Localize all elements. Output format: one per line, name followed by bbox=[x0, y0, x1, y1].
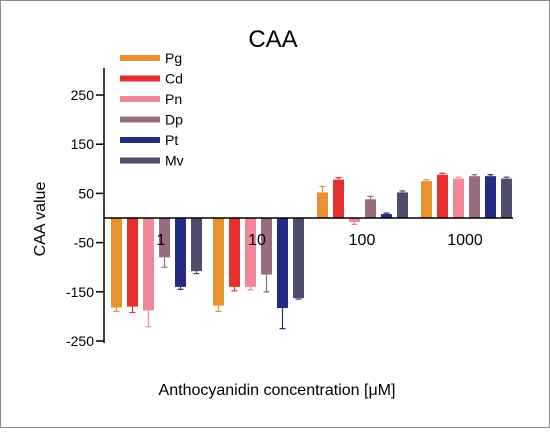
bar-Pt-1 bbox=[175, 218, 186, 287]
bar-Cd-100 bbox=[333, 179, 344, 218]
y-tick-label-0: 250 bbox=[71, 87, 95, 103]
bar-Dp-1000 bbox=[469, 176, 480, 218]
bar-Pn-100 bbox=[349, 218, 360, 222]
legend: Pg Cd Pn Dp Pt Mv bbox=[120, 50, 184, 169]
legend-label-Pn: Pn bbox=[165, 91, 182, 107]
legend-swatch-Dp bbox=[120, 116, 160, 123]
legend-swatch-Mv bbox=[120, 157, 160, 164]
bar-Pn-1 bbox=[143, 218, 154, 311]
y-tick-label-2: 50 bbox=[78, 185, 94, 201]
bar-Pt-1000 bbox=[485, 176, 496, 218]
bar-Dp-1 bbox=[159, 218, 170, 258]
bar-Pt-10 bbox=[277, 218, 288, 309]
legend-label-Pg: Pg bbox=[165, 50, 182, 66]
y-tick-label-1: 150 bbox=[71, 136, 95, 152]
bar-Pg-100 bbox=[317, 192, 328, 218]
bar-Pn-10 bbox=[245, 218, 256, 287]
plot-area: 250 150 50 -50 -150 -250 1 10 100 1000 bbox=[66, 68, 513, 349]
x-tick-label-100: 100 bbox=[349, 232, 376, 249]
legend-swatch-Cd bbox=[120, 75, 160, 82]
y-tick-label-4: -150 bbox=[66, 284, 94, 300]
y-axis-label: CAA value bbox=[32, 182, 49, 257]
bar-Mv-10 bbox=[293, 218, 304, 299]
bar-Pg-1 bbox=[111, 218, 122, 308]
bar-Cd-10 bbox=[229, 218, 240, 287]
bar-Mv-1 bbox=[191, 218, 202, 272]
bar-Pt-100 bbox=[381, 214, 392, 218]
bar-Dp-10 bbox=[261, 218, 272, 275]
legend-label-Pt: Pt bbox=[165, 132, 178, 148]
x-tick-label-1: 1 bbox=[157, 232, 166, 249]
bar-Dp-100 bbox=[365, 199, 376, 218]
legend-label-Mv: Mv bbox=[165, 153, 184, 169]
y-tick-label-5: -250 bbox=[66, 333, 94, 349]
legend-label-Cd: Cd bbox=[165, 71, 183, 87]
x-axis-label: Anthocyanidin concentration [μM] bbox=[159, 382, 396, 399]
bar-Pn-1000 bbox=[453, 178, 464, 218]
legend-swatch-Pn bbox=[120, 96, 160, 102]
bar-Cd-1000 bbox=[437, 174, 448, 218]
legend-label-Dp: Dp bbox=[165, 112, 183, 128]
bar-Pg-1000 bbox=[421, 181, 432, 218]
legend-swatch-Pt bbox=[120, 137, 160, 143]
legend-swatch-Pg bbox=[120, 55, 160, 61]
bar-Mv-1000 bbox=[501, 178, 512, 218]
bar-Pg-10 bbox=[213, 218, 224, 306]
y-tick-label-3: -50 bbox=[74, 235, 94, 251]
bar-Mv-100 bbox=[397, 192, 408, 218]
bar-Cd-1 bbox=[127, 218, 138, 307]
x-tick-label-1000: 1000 bbox=[447, 232, 483, 249]
x-tick-label-10: 10 bbox=[248, 232, 266, 249]
chart-title: CAA bbox=[248, 26, 297, 53]
